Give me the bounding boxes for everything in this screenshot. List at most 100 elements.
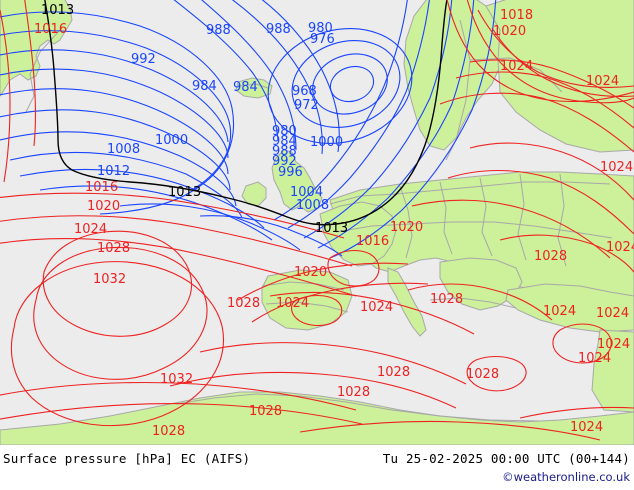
isobar-label: 1028 <box>249 404 282 419</box>
isobar-label: 1020 <box>294 265 327 280</box>
pressure-map-canvas[interactable]: 1016101610131013988988988988980980976976… <box>0 0 634 445</box>
isobar-label: 1024 <box>500 59 533 74</box>
isobar-label: 1028 <box>152 424 185 439</box>
isobar-label: 1020 <box>390 220 423 235</box>
isobar-label: 968 <box>292 84 317 99</box>
isobar-label-group: 10121012 <box>97 164 130 179</box>
isobar-label: 988 <box>266 22 291 37</box>
isobar-label: 1000 <box>310 135 343 150</box>
isobar-label: 980 <box>272 124 297 139</box>
isobar-label: 1012 <box>97 164 130 179</box>
isobar-label: 1024 <box>74 222 107 237</box>
isobar-label: 1004 <box>290 185 323 200</box>
isobar-label: 1008 <box>296 198 329 213</box>
isobar-label-group: 10041004 <box>290 185 323 200</box>
isobar-label: 1032 <box>160 372 193 387</box>
isobar-label: 1024 <box>543 304 576 319</box>
isobar-label: 1016 <box>356 234 389 249</box>
isobar-label: 1028 <box>97 241 130 256</box>
isobar-label: 972 <box>294 98 319 113</box>
isobar-label: 1024 <box>578 351 611 366</box>
isobar-label: 1013 <box>41 3 74 18</box>
isobar-label: 1020 <box>493 24 526 39</box>
isobar-label: 1028 <box>430 292 463 307</box>
isobar-label: 1000 <box>155 133 188 148</box>
isobar-label-group: 10161016 <box>85 180 118 195</box>
neutral-isobar-1013 <box>44 0 448 226</box>
isobar-label-group: 996996 <box>278 165 303 180</box>
isobar-label: 992 <box>131 52 156 67</box>
northeast-europe <box>485 0 634 153</box>
isobar-label: 1024 <box>586 74 619 89</box>
isobar-label: 976 <box>310 32 335 47</box>
copyright-notice: ©weatheronline.co.uk <box>502 470 630 484</box>
ireland <box>241 181 267 207</box>
isobar-label: 1028 <box>534 249 567 264</box>
isobar-label: 1013 <box>315 221 348 236</box>
isobar-label-group: 972972 <box>294 98 319 113</box>
isobar-label: 984 <box>192 79 217 94</box>
isobar-label: 1018 <box>500 8 533 23</box>
isobar-label: 1032 <box>93 272 126 287</box>
isobar-label-group: 968968 <box>292 84 317 99</box>
isobar-label: 1028 <box>227 296 260 311</box>
map-svg: 1016101610131013988988988988980980976976… <box>0 0 634 445</box>
isobar-label: 1028 <box>337 385 370 400</box>
isobar-label: 1008 <box>107 142 140 157</box>
isobar-label: 988 <box>272 144 297 159</box>
isobar-label: 1020 <box>87 199 120 214</box>
isobar-label-layer: 1016101610131013988988988988980980976976… <box>34 3 634 439</box>
isobar-label: 984 <box>272 134 297 149</box>
balkans <box>439 257 523 311</box>
isobar-label: 1024 <box>600 160 633 175</box>
isobar-label: 1024 <box>597 337 630 352</box>
isobar-label: 1016 <box>34 22 67 37</box>
footer-bar: Surface pressure [hPa] EC (AIFS) Tu 25-0… <box>0 445 634 490</box>
isobar-label: 1028 <box>377 365 410 380</box>
isobar-label: 1024 <box>596 306 629 321</box>
isobar-label: 1013 <box>168 185 201 200</box>
isobar-label-group: 992992 <box>272 154 297 169</box>
isobar-label-group: 10081008 <box>107 142 140 157</box>
isobar-label: 1024 <box>360 300 393 315</box>
map-title: Surface pressure [hPa] EC (AIFS) <box>3 451 251 466</box>
isobar-label: 996 <box>278 165 303 180</box>
isobar-label: 980 <box>308 21 333 36</box>
high-pressure-isobars <box>0 0 634 441</box>
isobar-label: 992 <box>272 154 297 169</box>
isobar-label-group: 10161016 <box>34 22 67 37</box>
isobar-label: 1016 <box>85 180 118 195</box>
valid-datetime: Tu 25-02-2025 00:00 UTC (00+144) <box>382 451 630 466</box>
isobar-label: 1028 <box>466 367 499 382</box>
middle-east <box>591 329 634 413</box>
